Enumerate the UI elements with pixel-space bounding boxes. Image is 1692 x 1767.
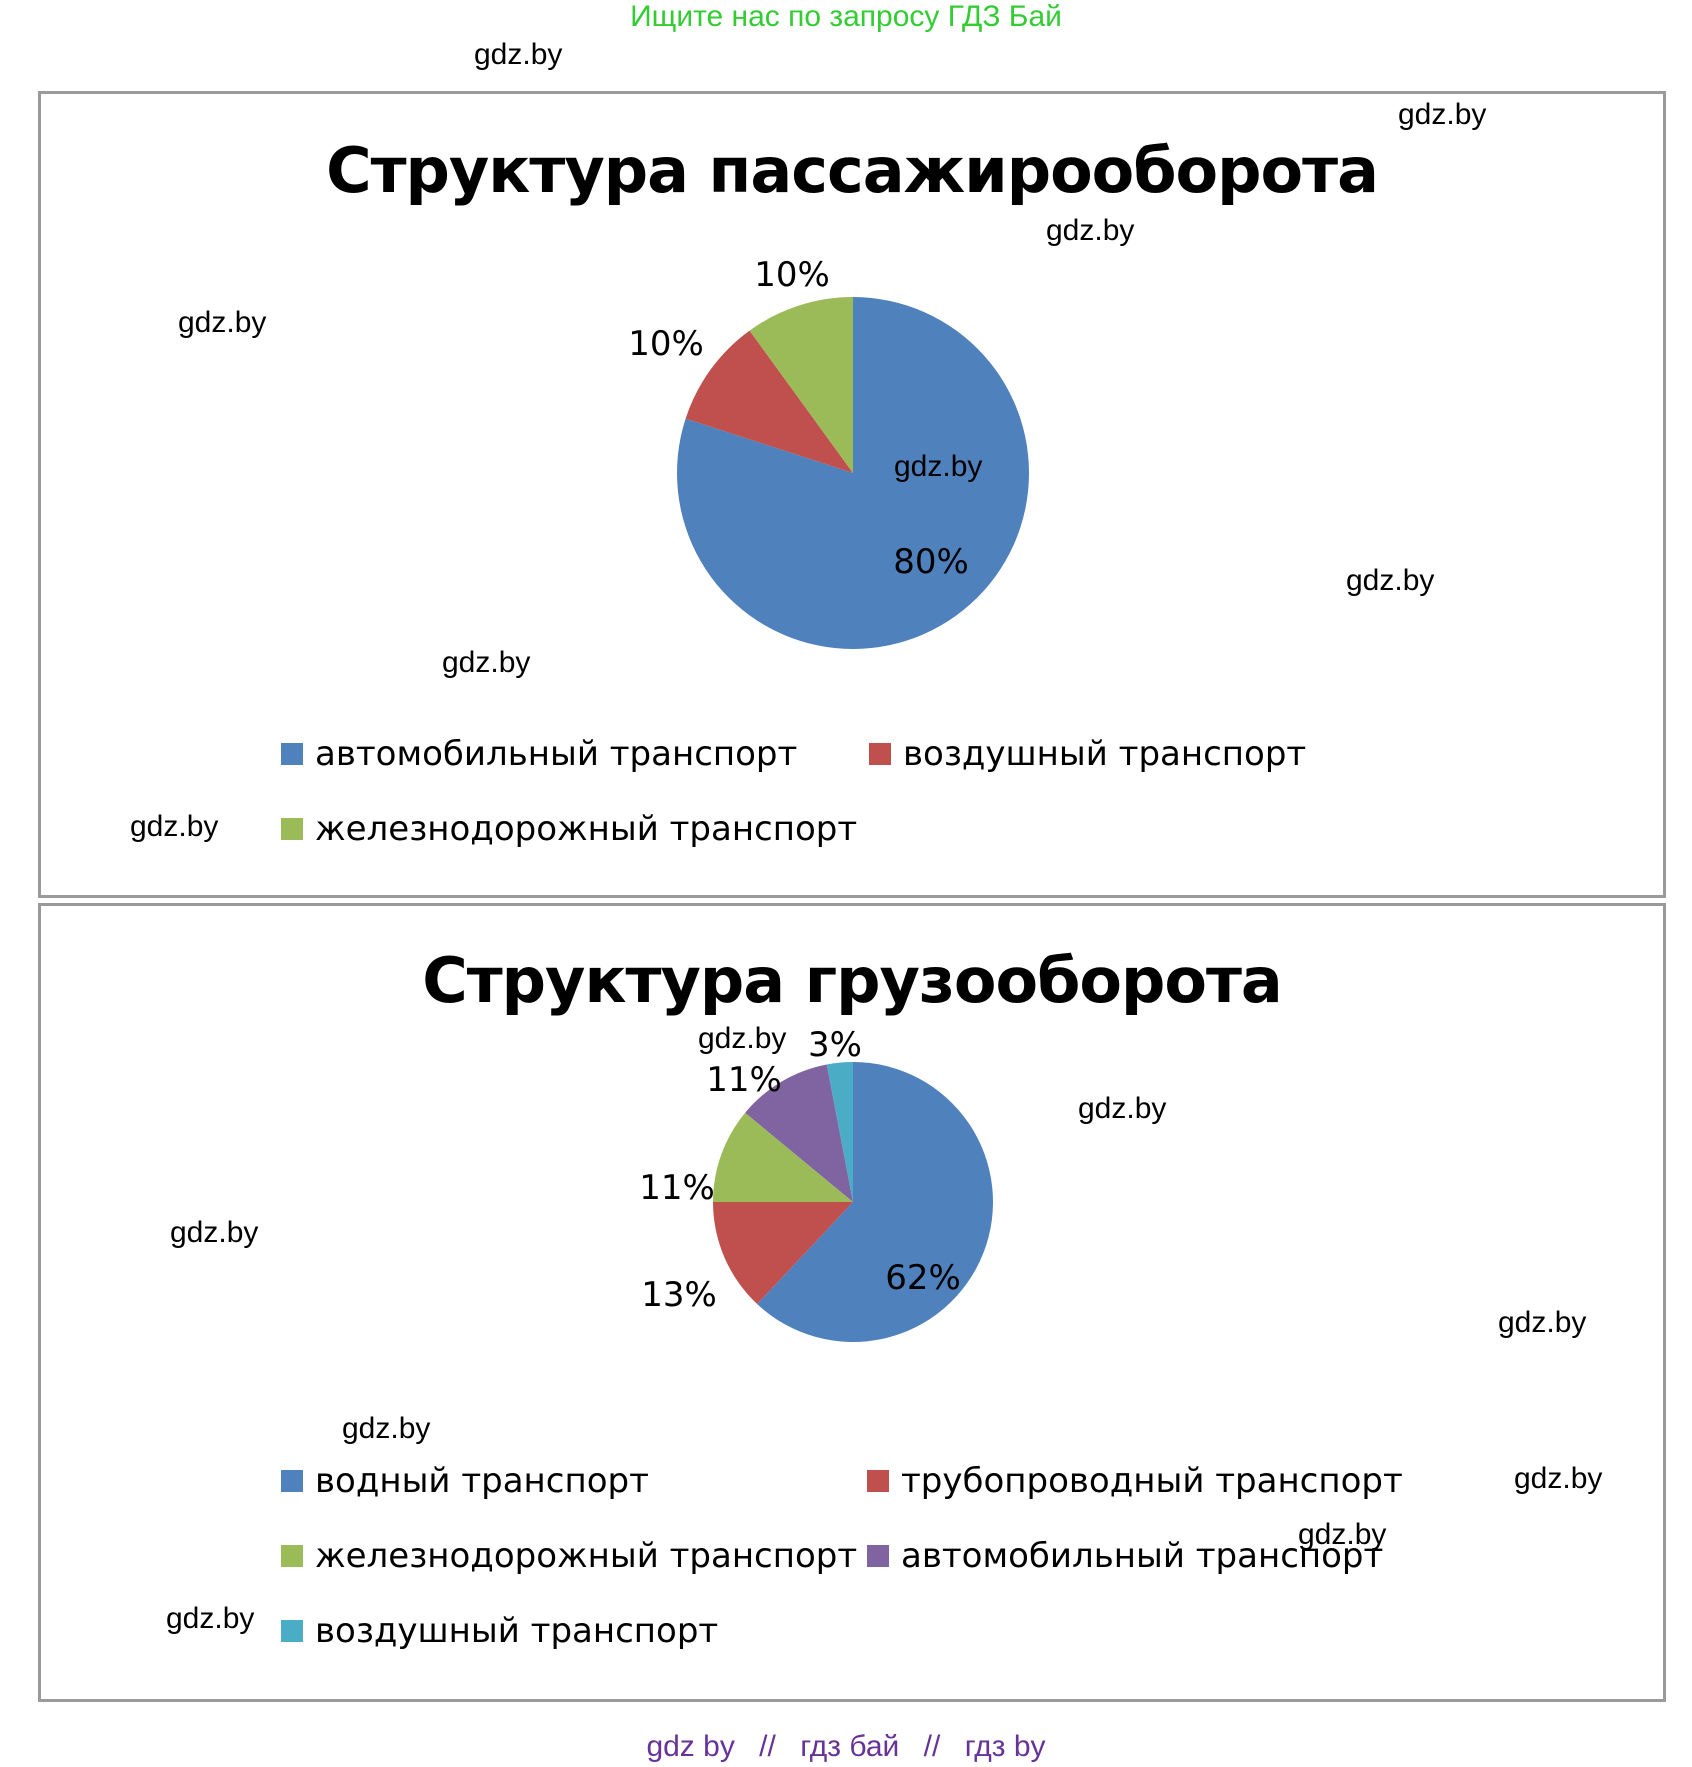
data-label: 3%: [808, 1025, 862, 1065]
legend-label: железнодорожный транспорт: [315, 809, 858, 849]
legend-item: трубопроводный транспорт: [867, 1461, 1403, 1501]
top-banner: Ищите нас по запросу ГДЗ Бай: [630, 0, 1062, 33]
footer-separator: //: [923, 1730, 941, 1763]
watermark: gdz.by: [1078, 1092, 1167, 1125]
watermark: gdz.by: [1046, 214, 1135, 247]
watermark: gdz.by: [178, 306, 267, 339]
watermark: gdz.by: [342, 1412, 431, 1445]
chart-title: Структура пассажирооборота: [326, 134, 1379, 207]
pie-slice: [745, 1064, 853, 1202]
pie-slice: [757, 1062, 993, 1342]
watermark: gdz.by: [1298, 1518, 1387, 1551]
watermark: gdz.by: [442, 646, 531, 679]
watermark: gdz.by: [698, 1022, 787, 1055]
pie-chart-passenger: 80% 10% 10%: [628, 255, 1029, 649]
legend-swatch: [867, 1545, 889, 1567]
legend-swatch: [867, 1470, 889, 1492]
legend-swatch: [281, 818, 303, 840]
legend-item: автомобильный транспорт: [867, 1536, 1383, 1576]
pie-slice: [713, 1112, 853, 1202]
watermark: gdz.by: [894, 450, 983, 483]
legend-label: воздушный транспорт: [315, 1611, 719, 1651]
legend-label: железнодорожный транспорт: [315, 1536, 858, 1576]
legend-item: железнодорожный транспорт: [281, 809, 857, 849]
legend-swatch: [281, 1470, 303, 1492]
chart-passenger: Структура пассажирооборота 80% 10% 10% авт…: [38, 91, 1666, 898]
pie-slice: [713, 1202, 853, 1305]
legend-label: водный транспорт: [315, 1461, 649, 1501]
watermark: gdz.by: [1498, 1306, 1587, 1339]
legend-item: воздушный транспорт: [869, 734, 1306, 774]
pie-chart-freight: 62% 13% 11% 11% 3%: [639, 1025, 993, 1342]
legend-swatch: [869, 743, 891, 765]
legend-label: автомобильный транспорт: [901, 1536, 1384, 1576]
watermark: gdz.by: [170, 1216, 259, 1249]
legend-label: трубопроводный транспорт: [901, 1461, 1403, 1501]
legend-item: воздушный транспорт: [281, 1611, 718, 1651]
data-label: 11%: [706, 1060, 782, 1100]
legend-swatch: [281, 743, 303, 765]
pie-slice: [826, 1062, 853, 1202]
footer-separator: //: [759, 1730, 776, 1763]
footer-link[interactable]: гдз бай: [800, 1730, 900, 1763]
legend-item: водный транспорт: [281, 1461, 649, 1501]
watermark: gdz.by: [1398, 98, 1487, 131]
chart-title: Структура грузооборота: [422, 944, 1283, 1017]
pie-slice: [749, 297, 853, 473]
data-label: 10%: [754, 255, 830, 295]
watermark: gdz.by: [474, 38, 563, 71]
watermark: gdz.by: [130, 810, 219, 843]
pie-slice: [685, 330, 853, 473]
data-label: 62%: [885, 1258, 961, 1298]
legend-swatch: [281, 1545, 303, 1567]
data-label: 13%: [641, 1275, 717, 1315]
footer-link[interactable]: гдз by: [964, 1730, 1046, 1763]
data-label: 11%: [639, 1168, 715, 1208]
chart-freight: Структура грузооборота 62% 13% 11% 11% 3% во…: [38, 903, 1666, 1702]
legend-item: железнодорожный транспорт: [281, 1536, 857, 1576]
legend-label: автомобильный транспорт: [315, 734, 798, 774]
footer: gdz by // гдз бай // гдз by: [0, 1730, 1692, 1764]
watermark: gdz.by: [1346, 564, 1435, 597]
data-label: 80%: [893, 542, 969, 582]
legend-swatch: [281, 1620, 303, 1642]
footer-link[interactable]: gdz by: [646, 1730, 735, 1763]
watermark: gdz.by: [1514, 1462, 1603, 1495]
watermark: gdz.by: [166, 1602, 255, 1635]
data-label: 10%: [628, 324, 704, 364]
legend-label: воздушный транспорт: [903, 734, 1307, 774]
legend-item: автомобильный транспорт: [281, 734, 797, 774]
